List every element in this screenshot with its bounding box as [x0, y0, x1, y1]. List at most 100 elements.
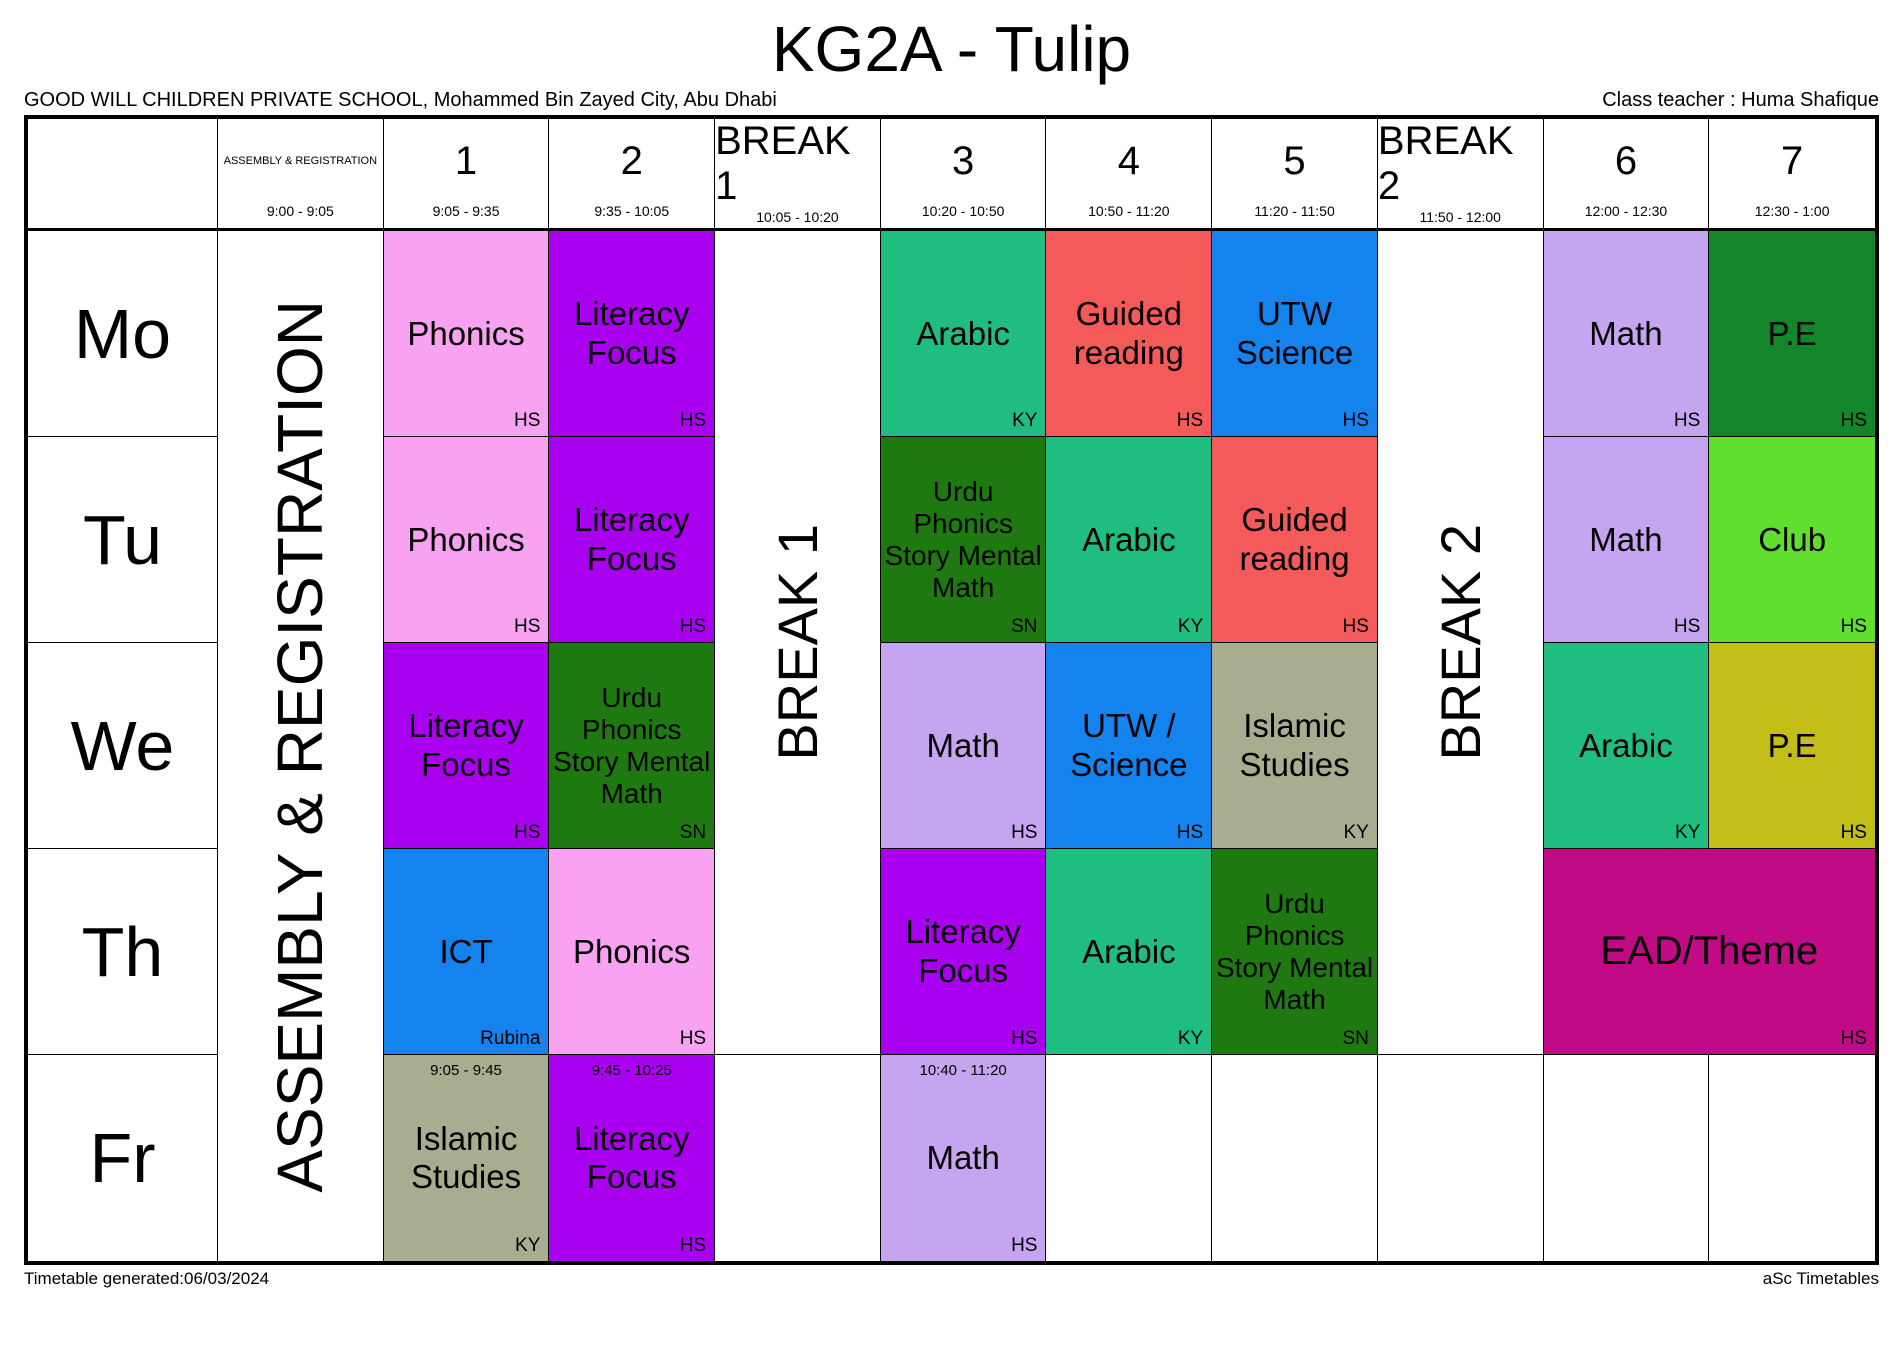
header-time: 9:05 - 9:35 — [432, 203, 500, 220]
lesson-cell-we-4: UTW / Science HS — [1046, 643, 1213, 850]
lesson-teacher-code: HS — [513, 616, 541, 638]
lesson-subject: Literacy Focus — [905, 913, 1021, 989]
lesson-teacher-code: HS — [1342, 616, 1369, 638]
lesson-teacher-code: HS — [1011, 1235, 1038, 1257]
subheader: GOOD WILL CHILDREN PRIVATE SCHOOL, Moham… — [24, 89, 1879, 112]
asc-timetables-brand: aSc Timetables — [1762, 1269, 1879, 1289]
lesson-subject: Literacy Focus — [408, 707, 524, 783]
lesson-subject: Urdu Phonics Story Mental Math — [1215, 887, 1374, 1015]
lesson-teacher-code: HS — [513, 822, 541, 844]
lesson-teacher-code: KY — [515, 1235, 541, 1257]
empty-cell-fr-4 — [1046, 1055, 1213, 1262]
lesson-subject: Arabic — [1082, 520, 1176, 558]
lesson-cell-tu-5: Guided reading HS — [1212, 437, 1378, 644]
lesson-cell-mo-5: UTW Science HS — [1212, 231, 1378, 438]
lesson-subject: Urdu Phonics Story Mental Math — [553, 681, 711, 809]
header-period-7: 7 12:30 - 1:00 — [1709, 119, 1875, 232]
lesson-cell-fr-1: 9:05 - 9:45 Islamic Studies KY — [383, 1055, 550, 1262]
lesson-cell-we-6: Arabic KY — [1543, 643, 1710, 850]
lesson-subject: P.E — [1767, 726, 1817, 764]
lesson-subject: Math — [1589, 314, 1663, 352]
header-time: 12:00 - 12:30 — [1584, 203, 1668, 220]
break2-column: BREAK 2 — [1377, 231, 1544, 1056]
header-period-3: 3 10:20 - 10:50 — [880, 119, 1047, 232]
header-label: ASSEMBLY & REGISTRATION — [223, 155, 378, 168]
lesson-teacher-code: HS — [1673, 616, 1701, 638]
lesson-teacher-code: KY — [1177, 616, 1204, 638]
header-assembly: ASSEMBLY & REGISTRATION 9:00 - 9:05 — [218, 119, 384, 232]
lesson-subject: Guided reading — [1239, 501, 1350, 577]
lesson-teacher-code: HS — [1840, 616, 1867, 638]
header-time: 10:50 - 11:20 — [1088, 203, 1170, 220]
day-label-tu: Tu — [28, 437, 218, 644]
lesson-cell-th-2: Phonics HS — [549, 849, 716, 1056]
lesson-subject: Arabic — [1082, 932, 1176, 970]
lesson-cell-we-7: P.E HS — [1709, 643, 1875, 850]
header-period-1: 1 9:05 - 9:35 — [383, 119, 550, 232]
lesson-teacher-code: SN — [1011, 616, 1038, 638]
header-time: 11:20 - 11:50 — [1254, 203, 1335, 220]
header-period-6: 6 12:00 - 12:30 — [1543, 119, 1710, 232]
timetable-grid: ASSEMBLY & REGISTRATION 9:00 - 9:05 1 9:… — [24, 115, 1879, 1266]
lesson-teacher-code: HS — [1176, 822, 1204, 844]
empty-cell-fr-7 — [1709, 1055, 1875, 1261]
lesson-subject: UTW / Science — [1070, 707, 1188, 783]
day-label-fr: Fr — [28, 1055, 218, 1262]
header-period-5: 5 11:20 - 11:50 — [1212, 119, 1378, 232]
lesson-cell-we-5: Islamic Studies KY — [1212, 643, 1378, 850]
lesson-subject: Urdu Phonics Story Mental Math — [884, 475, 1042, 603]
header-label: BREAK 2 — [1377, 119, 1514, 209]
lesson-time: 9:45 - 10:25 — [591, 1062, 672, 1080]
header-label: 2 — [620, 138, 643, 183]
lesson-teacher-code: HS — [1342, 410, 1369, 432]
lesson-teacher-code: KY — [1177, 1028, 1204, 1050]
header-label: 7 — [1781, 138, 1804, 183]
lesson-cell-mo-3: Arabic KY — [880, 231, 1047, 438]
lesson-teacher-code: HS — [679, 616, 707, 638]
header-time: 10:20 - 10:50 — [921, 203, 1005, 220]
class-teacher: Class teacher : Huma Shafique — [1602, 89, 1879, 112]
break2-vertical-label: BREAK 2 — [1428, 524, 1492, 761]
lesson-teacher-code: KY — [1012, 410, 1038, 432]
lesson-subject: Arabic — [916, 314, 1010, 352]
header-label: 4 — [1117, 138, 1140, 183]
lesson-teacher-code: HS — [1011, 822, 1038, 844]
lesson-teacher-code: SN — [1342, 1028, 1369, 1050]
lesson-teacher-code: HS — [679, 1028, 707, 1050]
lesson-cell-tu-7: Club HS — [1709, 437, 1875, 644]
empty-cell-fr-6 — [1544, 1055, 1710, 1262]
assembly-column: ASSEMBLY & REGISTRATION — [218, 231, 384, 1262]
lesson-cell-we-2: Urdu Phonics Story Mental Math SN — [549, 643, 716, 850]
lesson-teacher-code: KY — [1343, 822, 1369, 844]
day-label-we: We — [28, 643, 218, 850]
lesson-time: 10:40 - 11:20 — [919, 1062, 1007, 1080]
lesson-subject: Math — [926, 726, 1000, 764]
header-period-4: 4 10:50 - 11:20 — [1046, 119, 1213, 232]
header-time: 11:50 - 12:00 — [1419, 209, 1501, 226]
lesson-teacher-code: HS — [1673, 410, 1701, 432]
lesson-cell-we-3: Math HS — [880, 643, 1047, 850]
lesson-subject: Math — [926, 1139, 1000, 1177]
break1-vertical-label: BREAK 1 — [765, 524, 829, 761]
lesson-subject: UTW Science — [1235, 295, 1354, 371]
empty-cell-fr-5 — [1212, 1055, 1378, 1262]
lesson-subject: Literacy Focus — [573, 1119, 690, 1196]
lesson-cell-th-1: ICT Rubina — [383, 849, 550, 1056]
lesson-cell-tu-6: Math HS — [1543, 437, 1710, 644]
break1-friday-empty-cell — [715, 1055, 881, 1262]
header-label: 6 — [1614, 138, 1638, 183]
header-time: 10:05 - 10:20 — [756, 209, 839, 226]
header-corner-cell — [28, 119, 218, 232]
day-label-th: Th — [28, 849, 218, 1056]
lesson-teacher-code: KY — [1674, 822, 1701, 844]
lesson-cell-th-6-7: EAD/Theme HS — [1543, 849, 1875, 1056]
lesson-subject: Club — [1758, 520, 1827, 558]
lesson-cell-tu-3: Urdu Phonics Story Mental Math SN — [880, 437, 1047, 644]
lesson-teacher-code: SN — [679, 822, 707, 844]
break1-column: BREAK 1 — [715, 231, 881, 1056]
lesson-subject: Arabic — [1579, 726, 1673, 764]
lesson-subject: Guided reading — [1073, 295, 1184, 371]
day-label-mo: Mo — [28, 231, 218, 438]
lesson-cell-tu-4: Arabic KY — [1046, 437, 1213, 644]
lesson-subject: Phonics — [407, 520, 525, 558]
